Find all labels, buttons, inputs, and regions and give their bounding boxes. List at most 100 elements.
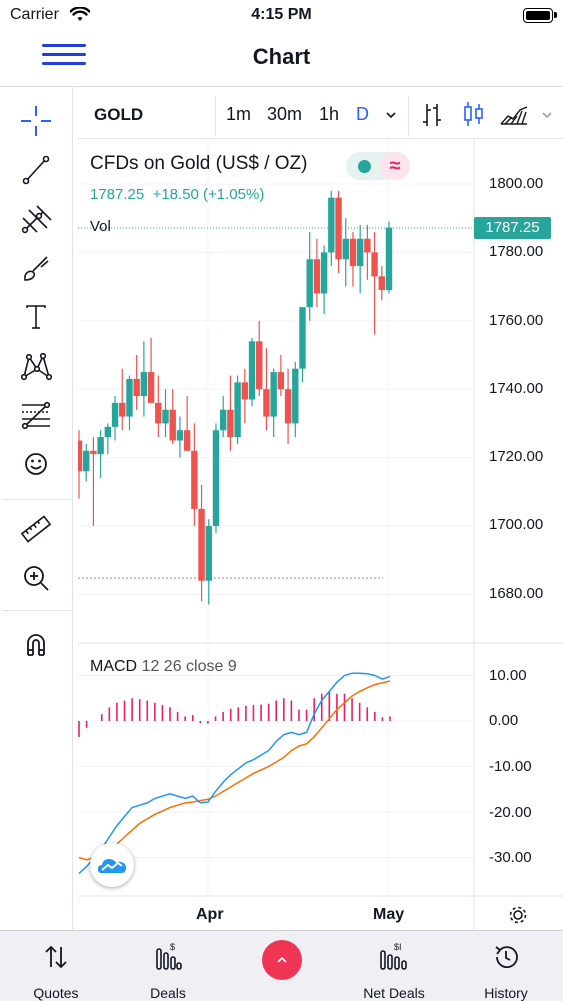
candle xyxy=(256,341,263,390)
chart-area[interactable]: CFDs on Gold (US$ / OZ) 1787.25 +18.50 (… xyxy=(78,139,563,930)
signal-line xyxy=(78,680,391,861)
candle xyxy=(277,372,285,390)
page-title: Chart xyxy=(252,44,311,69)
candle xyxy=(205,526,212,581)
macd-pane xyxy=(78,672,391,874)
current-price-badge: 1787.25 xyxy=(474,217,551,239)
ruler-tool[interactable] xyxy=(12,509,60,549)
tab-label: Quotes xyxy=(33,985,79,1001)
crosshair-tool[interactable] xyxy=(12,101,60,141)
candle xyxy=(97,437,104,455)
tab-label: Net Deals xyxy=(363,985,425,1001)
zoom-tool[interactable] xyxy=(12,558,60,598)
legend-price: 1787.25 xyxy=(90,186,145,203)
tab-label: Deals xyxy=(150,985,186,1001)
candle xyxy=(248,341,256,400)
interval-d[interactable]: D xyxy=(356,104,369,124)
tab-quotes[interactable]: Quotes xyxy=(0,931,112,1001)
candle xyxy=(263,389,270,417)
macd-axis-label: -20.00 xyxy=(489,804,532,821)
instrument-name: CFDs on Gold (US$ / OZ) xyxy=(90,153,308,174)
candle xyxy=(183,430,191,451)
tradingview-logo-button[interactable] xyxy=(90,843,134,887)
emoji-tool[interactable] xyxy=(12,444,60,484)
time-label: Apr xyxy=(196,906,224,923)
carrier-label: Carrier xyxy=(10,6,59,23)
candle xyxy=(349,238,357,267)
grid-lines xyxy=(78,139,474,896)
macd-label: MACD xyxy=(90,658,138,675)
candle xyxy=(356,238,364,267)
chevron-down-icon[interactable] xyxy=(540,108,554,122)
candlestick-series xyxy=(78,190,393,605)
candle xyxy=(169,409,176,441)
candle xyxy=(78,440,83,472)
macd-axis-label: -10.00 xyxy=(489,758,532,775)
wave-icon: ≈ xyxy=(380,152,410,180)
chart-canvas[interactable] xyxy=(78,139,563,930)
price-label: 1720.00 xyxy=(489,448,544,465)
price-change: 1787.25 +18.50 (+1.05%) xyxy=(90,186,264,203)
sort-arrows-icon xyxy=(45,945,67,969)
pattern-icon xyxy=(20,352,53,381)
symbol-button[interactable]: GOLD xyxy=(94,105,144,124)
zoom-in-icon xyxy=(24,566,49,591)
area-chart-icon[interactable] xyxy=(500,104,528,126)
price-label: 1780.00 xyxy=(489,243,544,260)
candle xyxy=(342,238,349,260)
candle xyxy=(90,450,97,455)
magnet-tool[interactable] xyxy=(12,625,60,665)
candle xyxy=(140,372,148,397)
trend-line-tool[interactable] xyxy=(12,150,60,190)
settings-gear-icon[interactable] xyxy=(507,904,529,926)
candle xyxy=(147,372,155,403)
candle xyxy=(83,450,90,472)
market-status-icon xyxy=(358,160,371,173)
menu-icon[interactable] xyxy=(42,44,86,68)
legend-change: +18.50 (+1.05%) xyxy=(152,186,265,203)
brush-icon xyxy=(24,256,49,281)
candle xyxy=(371,252,378,277)
candle xyxy=(119,402,126,417)
drawing-toolbar xyxy=(0,87,73,930)
candle xyxy=(162,409,169,424)
pattern-tool[interactable] xyxy=(12,346,60,386)
candle xyxy=(284,389,292,424)
macd-axis-label: 10.00 xyxy=(489,667,527,684)
chevron-down-icon[interactable] xyxy=(384,108,398,122)
ruler-icon xyxy=(20,515,52,543)
bars-chart-icon[interactable] xyxy=(420,102,444,128)
prediction-tool[interactable] xyxy=(12,395,60,435)
macd-line xyxy=(78,672,391,874)
status-bar: Carrier 4:15 PM xyxy=(0,0,563,32)
tab-net-deals[interactable]: $I Net Deals xyxy=(338,931,450,1001)
chart-mode-toggle[interactable]: ≈ xyxy=(346,152,410,180)
brush-tool[interactable] xyxy=(12,248,60,288)
candle xyxy=(313,259,321,294)
wifi-icon xyxy=(70,7,90,21)
candle xyxy=(176,430,184,441)
tab-history[interactable]: History xyxy=(450,931,562,1001)
interval-30m[interactable]: 30m xyxy=(267,104,303,124)
candle xyxy=(219,409,227,431)
chart-toolbar: GOLD 1m 30m 1h D xyxy=(78,92,563,139)
interval-1m[interactable]: 1m xyxy=(226,104,252,124)
candle xyxy=(292,368,299,424)
tab-deals[interactable]: $ Deals xyxy=(112,931,224,1001)
nav-bar: Chart xyxy=(0,32,563,87)
magnet-icon xyxy=(27,634,45,656)
candle xyxy=(227,409,234,438)
pitchfork-tool[interactable] xyxy=(12,199,60,239)
text-tool[interactable] xyxy=(12,297,60,337)
svg-text:$: $ xyxy=(170,942,175,952)
fib-retracement-icon xyxy=(21,401,51,430)
macd-axis-label: 0.00 xyxy=(489,712,519,729)
macd-params: 12 26 close 9 xyxy=(141,658,237,675)
price-label: 1800.00 xyxy=(489,175,544,192)
candle xyxy=(270,372,277,417)
candle xyxy=(335,197,342,260)
interval-1h[interactable]: 1h xyxy=(319,104,340,124)
price-label: 1680.00 xyxy=(489,585,544,602)
candles-chart-icon[interactable] xyxy=(460,100,486,128)
expand-panel-button[interactable] xyxy=(262,940,302,980)
